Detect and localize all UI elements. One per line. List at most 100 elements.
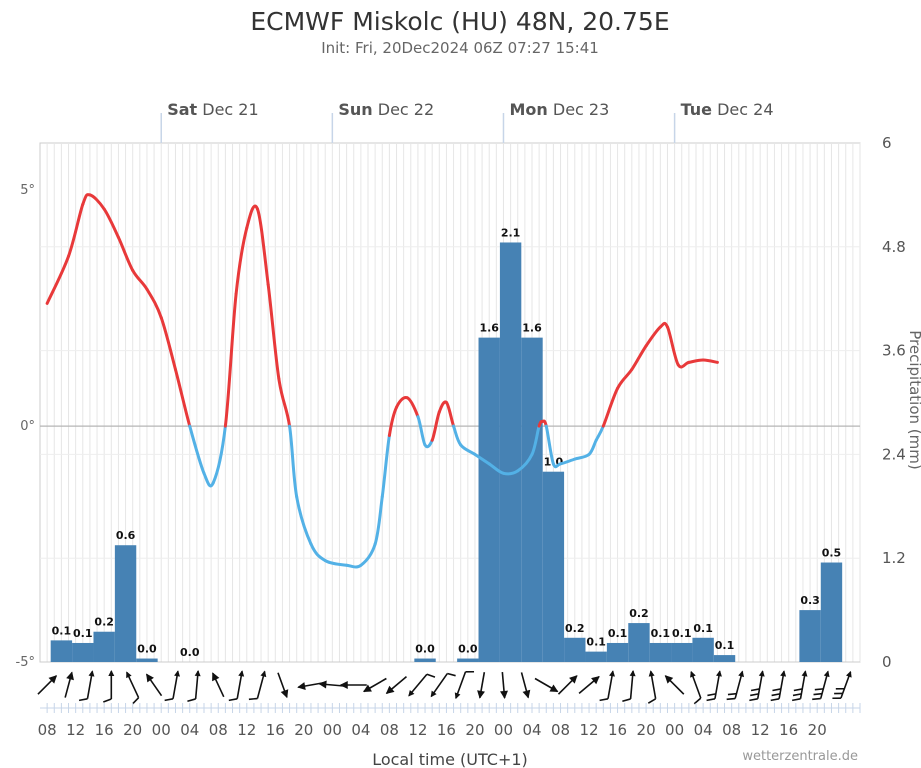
temperature-segment [541, 419, 548, 428]
wind-barb [791, 670, 808, 702]
wind-barb [647, 670, 657, 704]
precip-bar-label: 0.1 [651, 627, 671, 640]
wind-barb [164, 670, 180, 702]
wind-arrow-head [339, 681, 348, 689]
x-tick-label: 00 [152, 721, 171, 739]
x-tick-label: 00 [494, 721, 513, 739]
temperature-segment [345, 563, 363, 569]
wind-barb [832, 670, 852, 700]
wind-arrow-head [318, 680, 327, 689]
wind-barb-head [238, 670, 245, 677]
wind-arrow-head [297, 682, 306, 690]
x-tick-label: 20 [465, 721, 484, 739]
wind-barb-head [738, 670, 745, 678]
x-axis-label: Local time (UTC+1) [372, 750, 528, 768]
temperature-segment [202, 471, 215, 488]
x-tick-label: 16 [608, 721, 627, 739]
wind-barb-flag [750, 693, 759, 697]
x-tick-label: 12 [751, 721, 770, 739]
wind-barb-flag [832, 697, 841, 700]
precip-bar [820, 562, 843, 662]
wind-barb [578, 676, 600, 694]
day-label-weekday: Tue [681, 100, 713, 119]
temperature-segment [211, 424, 227, 485]
x-tick-label: 00 [665, 721, 684, 739]
wind-barb [664, 675, 685, 695]
wind-barb-head [194, 670, 201, 677]
temperature-segment [102, 207, 120, 239]
wind-barb-head [174, 670, 180, 677]
wind-arrow-head [477, 690, 485, 699]
y-tick-temperature: 5° [20, 183, 35, 198]
wind-barb-head [88, 670, 95, 677]
wind-barb-flag [771, 693, 781, 697]
wind-barb-flag [791, 698, 801, 702]
chart-title: ECMWF Miskolc (HU) 48N, 20.75E [250, 7, 669, 36]
x-tick-label: 16 [437, 721, 456, 739]
day-labels: Sat Dec 21 Sun Dec 22 Mon Dec 23 Tue Dec 24 [160, 100, 774, 143]
x-tick-label: 08 [209, 721, 228, 739]
wind-barb-head [408, 689, 415, 697]
grid-layer [40, 143, 861, 663]
wind-barb [454, 670, 475, 700]
wind-arrow-head [363, 684, 372, 692]
temperature-segment [277, 377, 292, 428]
wind-arrow-head [522, 689, 531, 699]
temperature-segment [288, 424, 299, 499]
x-tick-label: 00 [323, 721, 342, 739]
x-tick-label: 08 [380, 721, 399, 739]
precip-bar [521, 337, 543, 662]
day-label: Tue Dec 24 [681, 100, 774, 119]
wind-barb [599, 670, 615, 702]
temperature-segment [430, 410, 441, 442]
temperature-segment [587, 438, 598, 456]
wind-barb-flag [187, 698, 196, 703]
wind-barb [520, 672, 531, 699]
precip-bar-label: 1.6 [522, 322, 542, 335]
wind-barb-head [715, 670, 722, 677]
wind-barb-flag [693, 697, 702, 705]
precip-bar [585, 651, 607, 662]
y-tick-temperature: -5° [16, 655, 35, 670]
wind-barb-flag [835, 687, 845, 690]
temperature-segment [67, 202, 85, 258]
wind-barb [477, 672, 486, 699]
wind-barb-flag [772, 688, 782, 692]
day-label: Sun Dec 22 [338, 100, 434, 119]
day-label: Sat Dec 21 [167, 100, 258, 119]
wind-arrow-head [212, 672, 220, 682]
precip-bar [649, 642, 672, 662]
x-tick-label: 08 [551, 721, 570, 739]
x-tick-label: 12 [66, 721, 85, 739]
temperature-segment [687, 358, 705, 364]
precip-bar [136, 658, 158, 662]
temperature-segment [234, 226, 249, 296]
temperature-segment [295, 495, 313, 546]
wind-barb [500, 671, 508, 699]
y-tick-precipitation: 4.8 [882, 238, 906, 256]
temperature-segment [380, 434, 391, 499]
wind-barb-head [430, 690, 437, 698]
temperature-segment [516, 452, 534, 473]
precip-bar [499, 242, 522, 662]
wind-barb [64, 671, 74, 698]
wind-barb-head [126, 671, 132, 679]
precip-bar-label: 0.2 [629, 607, 649, 620]
precip-bar [414, 658, 436, 662]
wind-barb-flag [622, 698, 631, 703]
wind-barb-flag [726, 697, 736, 701]
temperature-segment [701, 358, 719, 364]
wind-barb-head [609, 670, 615, 677]
y-tick-precipitation: 1.2 [882, 549, 906, 567]
wind-barb [726, 670, 745, 701]
wind-barb-flag [447, 672, 456, 677]
temperature-segment [245, 204, 259, 230]
x-tick-label: 12 [579, 721, 598, 739]
x-axis-ticks: 08 12 16 20 00 04 08 12 16 20 00 04 08 12 16 20 00 04 08 12… [38, 703, 861, 739]
precip-bar-label: 0.6 [116, 529, 136, 542]
wind-barb-flag [164, 698, 174, 702]
temperature-segment [676, 360, 691, 369]
wind-barb-head [648, 670, 655, 677]
wind-barb [430, 672, 456, 698]
temperature-segment [45, 254, 71, 305]
